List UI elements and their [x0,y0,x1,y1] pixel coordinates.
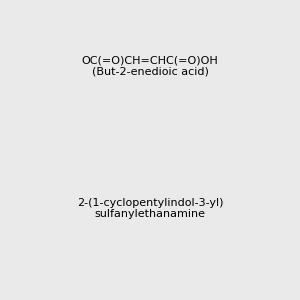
Text: 2-(1-cyclopentylindol-3-yl)
sulfanylethanamine: 2-(1-cyclopentylindol-3-yl) sulfanyletha… [77,198,223,219]
Text: OC(=O)CH=CHC(=O)OH
(But-2-enedioic acid): OC(=O)CH=CHC(=O)OH (But-2-enedioic acid) [82,55,218,77]
